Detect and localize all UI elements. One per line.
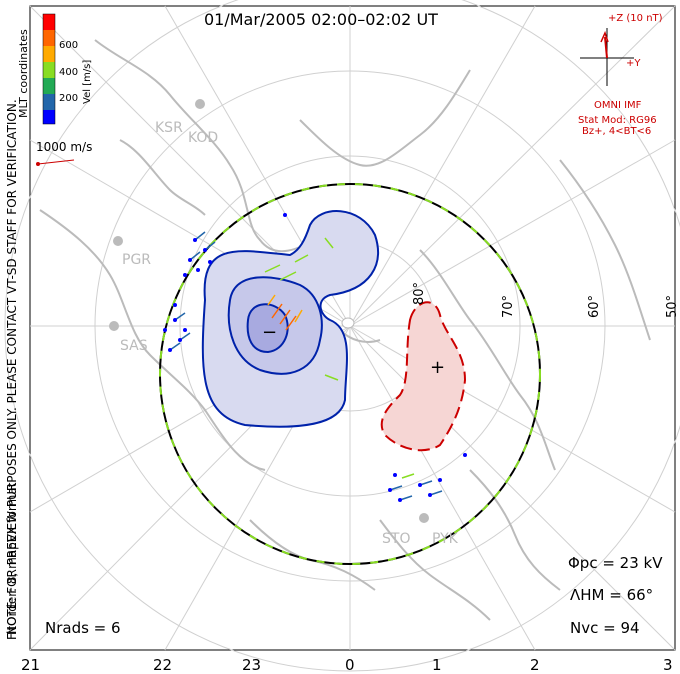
station-ksr: KSR (155, 120, 183, 136)
stat-nrads: Nrads = 6 (45, 619, 121, 637)
stat-phi-pc: Φpc = 23 kV (568, 554, 663, 572)
imf-vector (604, 36, 608, 59)
colorbar-label: Vel [m/s] (82, 60, 93, 104)
colorbar-tick-400: 400 (59, 67, 78, 78)
negative-cell-inner (246, 303, 289, 354)
colorbar (42, 13, 56, 125)
mlt-22: 22 (153, 656, 172, 674)
imf-y-label: +Y (626, 58, 641, 69)
mlt-0: 0 (345, 656, 355, 674)
mlt-21: 21 (21, 656, 40, 674)
colorbar-tick-200: 200 (59, 93, 78, 104)
pole-marker (341, 317, 355, 329)
station-pyk: PYK (432, 531, 459, 547)
lat-label-50: 50° (665, 295, 680, 318)
mlt-23: 23 (242, 656, 261, 674)
fitorder-note: FitOrder: 8, mapEX format (5, 482, 19, 640)
stats: Φpc = 23 kV ΛHM = 66° Nvc = 94 Nrads = 6 (45, 554, 663, 637)
station-pgr: PGR (122, 252, 151, 268)
mlt-2: 2 (530, 656, 540, 674)
imf-model-line2: Bz+, 4<BT<6 (582, 126, 651, 137)
mlt-1: 1 (432, 656, 442, 674)
lat-label-60: 60° (587, 295, 602, 318)
latitude-labels: 80° 70° 60° 50° (412, 282, 680, 318)
negative-cell-symbol: − (262, 322, 277, 343)
coord-label: MLT coordinates (17, 29, 30, 118)
stat-nvc: Nvc = 94 (570, 619, 640, 637)
coastlines (39, 39, 651, 621)
station-labels: KSR KOD PGR SAS STO PYK (120, 120, 459, 547)
velocity-scale-label: 1000 m/s (36, 140, 92, 154)
lat-label-70: 70° (501, 295, 516, 318)
colorbar-ticks: 600 400 200 (59, 40, 78, 104)
mlt-axis: 21 22 23 0 1 2 3 (21, 656, 673, 674)
station-sas: SAS (120, 338, 148, 354)
map-title: 01/Mar/2005 02:00–02:02 UT (204, 10, 438, 29)
velocity-vectors (163, 213, 467, 502)
lat-label-80: 80° (412, 282, 427, 305)
colorbar-tick-600: 600 (59, 40, 78, 51)
station-sto: STO (382, 531, 410, 547)
positive-cell (380, 301, 467, 452)
station-markers (109, 99, 429, 523)
velocity-scale-dot (36, 162, 40, 166)
hm-boundary-green (159, 183, 541, 565)
imf-model-line1: Stat Mod: RG96 (578, 115, 657, 126)
velocity-scale-line (37, 159, 75, 165)
imf-labels: +Z (10 nT) +Y OMNI IMF Stat Mod: RG96 Bz… (578, 13, 663, 137)
station-kod: KOD (188, 130, 218, 146)
imf-source: OMNI IMF (594, 100, 642, 111)
preview-note: NOTE: FOR PREVIEW PURPOSES ONLY. PLEASE … (5, 99, 19, 635)
imf-z-label: +Z (10 nT) (608, 13, 663, 24)
stat-lambda-hm: ΛHM = 66° (570, 586, 653, 604)
mlt-3: 3 (663, 656, 673, 674)
imf-dial (580, 28, 634, 86)
positive-cell-symbol: + (430, 357, 445, 378)
